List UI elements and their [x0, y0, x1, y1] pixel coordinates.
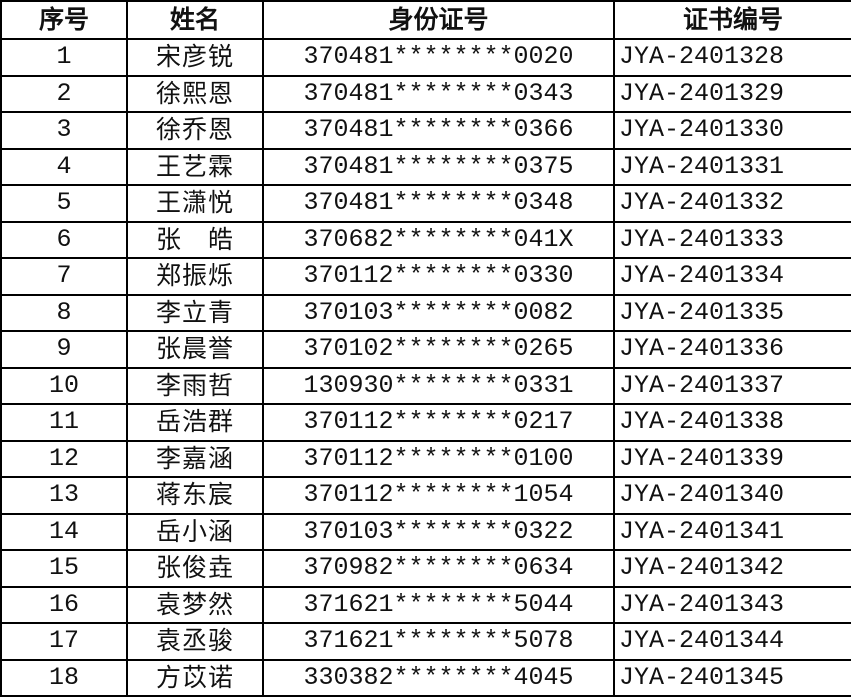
serial-number-cell: 16: [0, 585, 128, 624]
name-cell: 徐乔恩: [126, 111, 264, 150]
table-row: 9 张晨誉 370102********0265 JYA-2401336: [0, 330, 851, 369]
certificate-number-cell: JYA-2401337: [613, 366, 851, 405]
name-cell: 岳小涵: [126, 512, 264, 551]
id-number-cell: 370112********0330: [262, 257, 615, 296]
certificate-number-cell: JYA-2401341: [613, 512, 851, 551]
serial-number-cell: 8: [0, 293, 128, 332]
serial-number-cell: 17: [0, 622, 128, 661]
certificate-number-cell: JYA-2401343: [613, 585, 851, 624]
certificate-number-cell: JYA-2401339: [613, 439, 851, 478]
id-number-cell: 370112********1054: [262, 476, 615, 515]
id-number-cell: 370481********0366: [262, 111, 615, 150]
table-row: 8 李立青 370103********0082 JYA-2401335: [0, 293, 851, 332]
table-row: 11 岳浩群 370112********0217 JYA-2401338: [0, 403, 851, 442]
name-cell: 王潇悦: [126, 184, 264, 223]
id-number-cell: 370982********0634: [262, 549, 615, 588]
certificate-number-cell: JYA-2401329: [613, 74, 851, 113]
serial-number-cell: 13: [0, 476, 128, 515]
name-cell: 李立青: [126, 293, 264, 332]
certificate-number-cell: JYA-2401334: [613, 257, 851, 296]
id-number-cell: 370112********0217: [262, 403, 615, 442]
id-number-cell: 371621********5044: [262, 585, 615, 624]
id-number-cell: 371621********5078: [262, 622, 615, 661]
certificate-number-cell: JYA-2401340: [613, 476, 851, 515]
table-row: 17 袁丞骏 371621********5078 JYA-2401344: [0, 622, 851, 661]
table-row: 7 郑振烁 370112********0330 JYA-2401334: [0, 257, 851, 296]
name-cell: 王艺霖: [126, 147, 264, 186]
certificate-number-cell: JYA-2401344: [613, 622, 851, 661]
name-cell: 李雨哲: [126, 366, 264, 405]
serial-number-cell: 18: [0, 658, 128, 697]
certificate-number-cell: JYA-2401345: [613, 658, 851, 697]
id-number-cell: 370481********0343: [262, 74, 615, 113]
name-cell: 郑振烁: [126, 257, 264, 296]
name-cell: 方苡诺: [126, 658, 264, 697]
id-number-cell: 370112********0100: [262, 439, 615, 478]
certificate-number-cell: JYA-2401332: [613, 184, 851, 223]
table-row: 18 方苡诺 330382********4045 JYA-2401345: [0, 658, 851, 697]
id-number-cell: 370481********0020: [262, 38, 615, 77]
id-number-cell: 330382********4045: [262, 658, 615, 697]
certificate-number-cell: JYA-2401336: [613, 330, 851, 369]
table-row: 12 李嘉涵 370112********0100 JYA-2401339: [0, 439, 851, 478]
table-row: 16 袁梦然 371621********5044 JYA-2401343: [0, 585, 851, 624]
name-cell: 张晨誉: [126, 330, 264, 369]
certificate-number-cell: JYA-2401333: [613, 220, 851, 259]
header-serial-number: 序号: [0, 0, 128, 40]
serial-number-cell: 6: [0, 220, 128, 259]
certificate-number-cell: JYA-2401342: [613, 549, 851, 588]
name-cell: 岳浩群: [126, 403, 264, 442]
name-cell: 袁丞骏: [126, 622, 264, 661]
table-row: 3 徐乔恩 370481********0366 JYA-2401330: [0, 111, 851, 150]
certificate-number-cell: JYA-2401338: [613, 403, 851, 442]
table-row: 1 宋彦锐 370481********0020 JYA-2401328: [0, 38, 851, 77]
header-row: 序号 姓名 身份证号 证书编号: [0, 0, 851, 40]
name-cell: 李嘉涵: [126, 439, 264, 478]
serial-number-cell: 3: [0, 111, 128, 150]
header-id-number: 身份证号: [262, 0, 615, 40]
serial-number-cell: 14: [0, 512, 128, 551]
serial-number-cell: 10: [0, 366, 128, 405]
serial-number-cell: 1: [0, 38, 128, 77]
name-cell: 宋彦锐: [126, 38, 264, 77]
serial-number-cell: 7: [0, 257, 128, 296]
table-row: 10 李雨哲 130930********0331 JYA-2401337: [0, 366, 851, 405]
header-name: 姓名: [126, 0, 264, 40]
id-number-cell: 370481********0348: [262, 184, 615, 223]
certificate-number-cell: JYA-2401330: [613, 111, 851, 150]
table-row: 15 张俊垚 370982********0634 JYA-2401342: [0, 549, 851, 588]
serial-number-cell: 15: [0, 549, 128, 588]
table-row: 14 岳小涵 370103********0322 JYA-2401341: [0, 512, 851, 551]
serial-number-cell: 5: [0, 184, 128, 223]
table-row: 13 蒋东宸 370112********1054 JYA-2401340: [0, 476, 851, 515]
serial-number-cell: 11: [0, 403, 128, 442]
table-row: 4 王艺霖 370481********0375 JYA-2401331: [0, 147, 851, 186]
certificate-number-cell: JYA-2401331: [613, 147, 851, 186]
id-number-cell: 370103********0322: [262, 512, 615, 551]
id-number-cell: 130930********0331: [262, 366, 615, 405]
header-certificate-number: 证书编号: [613, 0, 851, 40]
serial-number-cell: 12: [0, 439, 128, 478]
serial-number-cell: 2: [0, 74, 128, 113]
name-cell: 张 皓: [126, 220, 264, 259]
table-row: 2 徐熙恩 370481********0343 JYA-2401329: [0, 74, 851, 113]
certificate-number-cell: JYA-2401335: [613, 293, 851, 332]
name-cell: 张俊垚: [126, 549, 264, 588]
serial-number-cell: 4: [0, 147, 128, 186]
table-row: 5 王潇悦 370481********0348 JYA-2401332: [0, 184, 851, 223]
id-number-cell: 370481********0375: [262, 147, 615, 186]
id-number-cell: 370102********0265: [262, 330, 615, 369]
name-cell: 袁梦然: [126, 585, 264, 624]
name-cell: 徐熙恩: [126, 74, 264, 113]
name-cell: 蒋东宸: [126, 476, 264, 515]
serial-number-cell: 9: [0, 330, 128, 369]
id-number-cell: 370103********0082: [262, 293, 615, 332]
id-number-cell: 370682********041X: [262, 220, 615, 259]
certificate-number-cell: JYA-2401328: [613, 38, 851, 77]
